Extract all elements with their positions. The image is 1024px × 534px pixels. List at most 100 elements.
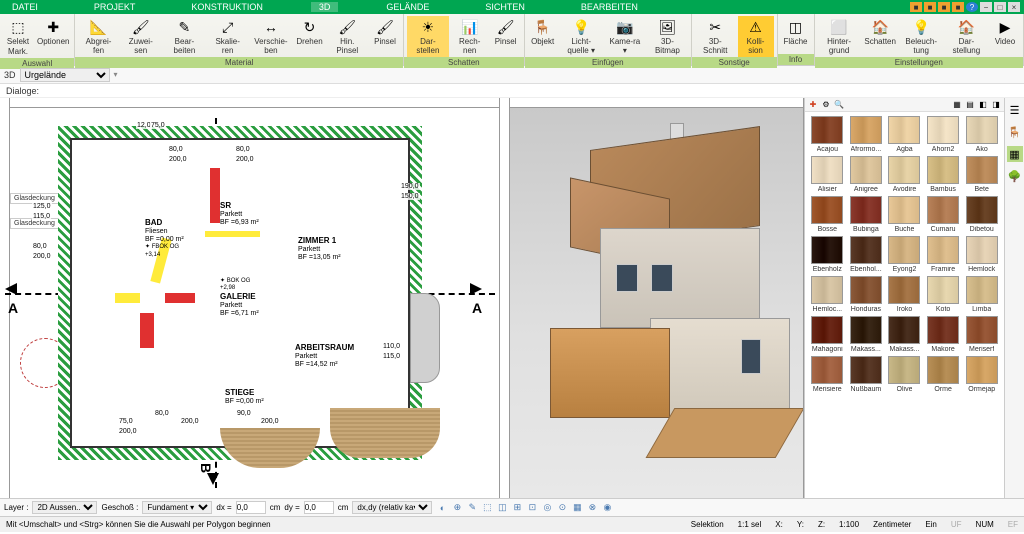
material-avodire[interactable]: Avodire: [886, 156, 923, 193]
ribbon-schatten[interactable]: 🏠Schatten: [863, 16, 898, 57]
menu-tab-projekt[interactable]: PROJEKT: [86, 2, 144, 12]
view-icon-3[interactable]: ◧: [978, 100, 988, 110]
material-hemlock[interactable]: Hemlock: [963, 236, 1000, 273]
minimize-button[interactable]: −: [980, 2, 992, 12]
material-dibetou[interactable]: Dibetou: [963, 196, 1000, 233]
material-honduras[interactable]: Honduras: [848, 276, 885, 313]
bb-icon-2[interactable]: ⊕: [451, 502, 463, 514]
material-cumaru[interactable]: Cumaru: [925, 196, 962, 233]
add-icon[interactable]: ✚: [808, 100, 818, 110]
menu-tab-konstruktion[interactable]: KONSTRUKTION: [183, 2, 271, 12]
ribbon-lichtquelle[interactable]: 💡Licht-quelle ▾: [560, 16, 603, 57]
bb-icon-3[interactable]: ✎: [466, 502, 478, 514]
material-bete[interactable]: Bete: [963, 156, 1000, 193]
help-icon[interactable]: ?: [966, 2, 978, 12]
ribbon-flche[interactable]: ◫Fläche: [781, 16, 811, 54]
bb-icon-7[interactable]: ⊡: [526, 502, 538, 514]
material-alisier[interactable]: Alisier: [809, 156, 846, 193]
ribbon-pinsel[interactable]: 🖌Pinsel: [370, 16, 400, 57]
bb-icon-11[interactable]: ⊗: [586, 502, 598, 514]
maximize-button[interactable]: □: [994, 2, 1006, 12]
material-ako[interactable]: Ako: [963, 116, 1000, 153]
ribbon-abgreifen[interactable]: 📐Abgrei-fen: [78, 16, 118, 57]
tb-orange-2[interactable]: ■: [924, 2, 936, 12]
ribbon-dbitmap[interactable]: 🖼3D-Bitmap: [647, 16, 688, 57]
terrain-select[interactable]: Urgelände: [20, 68, 110, 82]
view-icon-4[interactable]: ◨: [991, 100, 1001, 110]
material-makass[interactable]: Makass...: [886, 316, 923, 353]
material-limba[interactable]: Limba: [963, 276, 1000, 313]
tool-icon-1[interactable]: ⚙: [821, 100, 831, 110]
ribbon-kamera[interactable]: 📷Kame-ra ▾: [605, 16, 645, 57]
ribbon-pinsel[interactable]: 🖌Pinsel: [491, 16, 521, 57]
tool-icon-2[interactable]: 🔍: [834, 100, 844, 110]
dy-input[interactable]: [304, 501, 334, 514]
bb-icon-8[interactable]: ◎: [541, 502, 553, 514]
menu-tab-sichten[interactable]: SICHTEN: [477, 2, 533, 12]
material-hemloc[interactable]: Hemloc...: [809, 276, 846, 313]
material-koto[interactable]: Koto: [925, 276, 962, 313]
ribbon-objekt[interactable]: 🪑Objekt: [528, 16, 558, 57]
geschoss-select[interactable]: Fundament ▾: [142, 501, 212, 514]
ribbon-beleuchtung[interactable]: 💡Beleuch-tung: [900, 16, 943, 57]
material-bambus[interactable]: Bambus: [925, 156, 962, 193]
material-merisiere[interactable]: Merisiere: [809, 356, 846, 393]
material-anigree[interactable]: Anigree: [848, 156, 885, 193]
ribbon-skalieren[interactable]: ⤢Skalie-ren: [208, 16, 247, 57]
material-orme[interactable]: Orme: [925, 356, 962, 393]
floorplan-2d-view[interactable]: Glasdeckung Glasdeckung A A B: [0, 98, 500, 498]
ribbon-verschieben[interactable]: ↔Verschie-ben: [249, 16, 292, 57]
view-3d[interactable]: [500, 98, 804, 498]
menu-tab-datei[interactable]: DATEI: [4, 2, 46, 12]
ribbon-hintergrund[interactable]: ⬜Hinter-grund: [818, 16, 861, 57]
material-ebenhol[interactable]: Ebenhol...: [848, 236, 885, 273]
ribbon-bearbeiten[interactable]: ✎Bear-beiten: [163, 16, 206, 57]
layer-select[interactable]: 2D Aussen...: [32, 501, 97, 514]
ribbon-kollision[interactable]: ⚠Kolli-sion: [738, 16, 774, 57]
dropdown-icon[interactable]: ▾: [114, 70, 118, 79]
material-eyong[interactable]: Eyong2: [886, 236, 923, 273]
menu-tab-3d[interactable]: 3D: [311, 2, 339, 12]
material-meriserf[interactable]: Meriserf: [963, 316, 1000, 353]
material-acajou[interactable]: Acajou: [809, 116, 846, 153]
material-olive[interactable]: Olive: [886, 356, 923, 393]
ribbon-hinpinsel[interactable]: 🖌Hin. Pinsel: [327, 16, 368, 57]
palette-tab-icon[interactable]: ▦: [1007, 146, 1023, 162]
material-ebenholz[interactable]: Ebenholz: [809, 236, 846, 273]
material-mahagoni[interactable]: Mahagoni: [809, 316, 846, 353]
material-framire[interactable]: Framire: [925, 236, 962, 273]
menu-tab-gelände[interactable]: GELÄNDE: [378, 2, 437, 12]
ribbon-selekt[interactable]: ⬚SelektMark.: [3, 16, 33, 58]
bb-icon-5[interactable]: ◫: [496, 502, 508, 514]
material-bosse[interactable]: Bosse: [809, 196, 846, 233]
layers-tab-icon[interactable]: ☰: [1007, 102, 1023, 118]
ribbon-drehen[interactable]: ↻Drehen: [295, 16, 325, 57]
tb-orange-3[interactable]: ■: [938, 2, 950, 12]
tb-orange-1[interactable]: ■: [910, 2, 922, 12]
menu-tab-bearbeiten[interactable]: BEARBEITEN: [573, 2, 646, 12]
material-nubaum[interactable]: Nußbaum: [848, 356, 885, 393]
ribbon-dschnitt[interactable]: ✂3D-Schnitt: [695, 16, 736, 57]
material-makore[interactable]: Makore: [925, 316, 962, 353]
ribbon-darstellen[interactable]: ☀Dar-stellen: [407, 16, 449, 57]
bb-icon-9[interactable]: ⊙: [556, 502, 568, 514]
material-ahorn[interactable]: Ahorn2: [925, 116, 962, 153]
material-iroko[interactable]: Iroko: [886, 276, 923, 313]
view-icon-1[interactable]: ▦: [952, 100, 962, 110]
ribbon-darstellung[interactable]: 🏠Dar-stellung: [945, 16, 988, 57]
material-bubinga[interactable]: Bubinga: [848, 196, 885, 233]
ribbon-optionen[interactable]: ✚Optionen: [35, 16, 71, 58]
furniture-tab-icon[interactable]: 🪑: [1007, 124, 1023, 140]
dx-input[interactable]: [236, 501, 266, 514]
material-agba[interactable]: Agba: [886, 116, 923, 153]
rel-select[interactable]: dx,dy (relativ ka▾: [352, 501, 432, 514]
landscape-tab-icon[interactable]: 🌳: [1007, 168, 1023, 184]
material-makass[interactable]: Makass...: [848, 316, 885, 353]
tb-orange-4[interactable]: ■: [952, 2, 964, 12]
bb-icon-1[interactable]: ◐: [436, 502, 448, 514]
close-button[interactable]: ×: [1008, 2, 1020, 12]
bb-icon-10[interactable]: ▦: [571, 502, 583, 514]
view-icon-2[interactable]: ▤: [965, 100, 975, 110]
ribbon-video[interactable]: ▶Video: [990, 16, 1020, 57]
material-buche[interactable]: Buche: [886, 196, 923, 233]
